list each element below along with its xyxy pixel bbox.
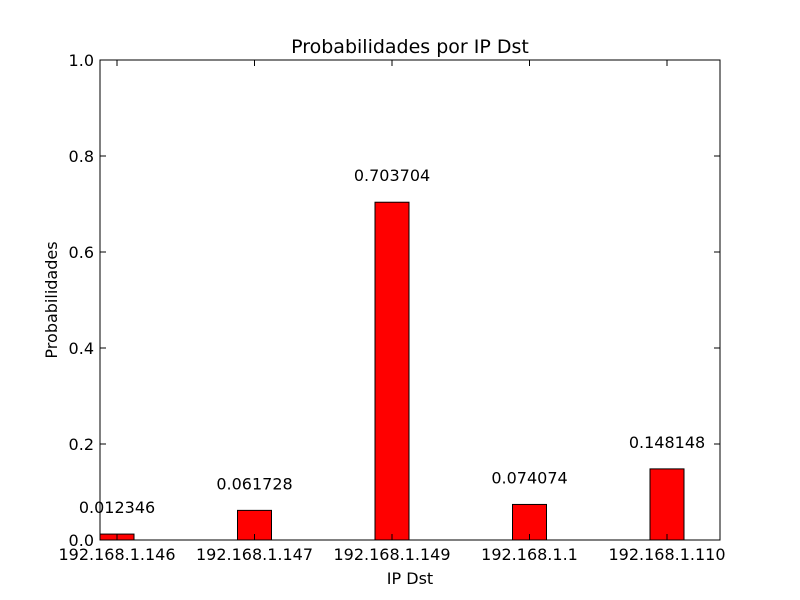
x-tick-label-1: 192.168.1.146 [58,545,175,564]
y-tick-label-4: 0.6 [69,243,94,262]
bar-5 [649,468,685,541]
bar-value-label-5: 0.148148 [629,433,705,452]
y-tick-label-5: 0.8 [69,147,94,166]
x-tick-label-5: 192.168.1.110 [608,545,725,564]
y-axis-label: Probabilidades [42,241,61,358]
chart-title: Probabilidades por IP Dst [291,36,529,58]
bar-value-label-3: 0.703704 [354,166,430,185]
y-tick-label-6: 1.0 [69,51,94,70]
y-tick-label-3: 0.4 [69,339,94,358]
bar-value-label-4: 0.074074 [491,468,567,487]
x-axis-label: IP Dst [387,569,433,588]
plot-frame [99,59,721,541]
y-tick-label-1: 0.0 [69,531,94,550]
x-tick-label-4: 192.168.1.1 [481,545,578,564]
bar-value-label-2: 0.061728 [216,474,292,493]
x-tick-label-2: 192.168.1.147 [196,545,313,564]
x-tick-label-3: 192.168.1.149 [333,545,450,564]
plot-area: 0.012346 192.168.1.146 0.061728 192.168.1.1… [58,51,725,564]
y-tick-label-2: 0.2 [69,435,94,454]
bar-value-label-1: 0.012346 [79,498,155,517]
bar-3 [374,201,410,541]
